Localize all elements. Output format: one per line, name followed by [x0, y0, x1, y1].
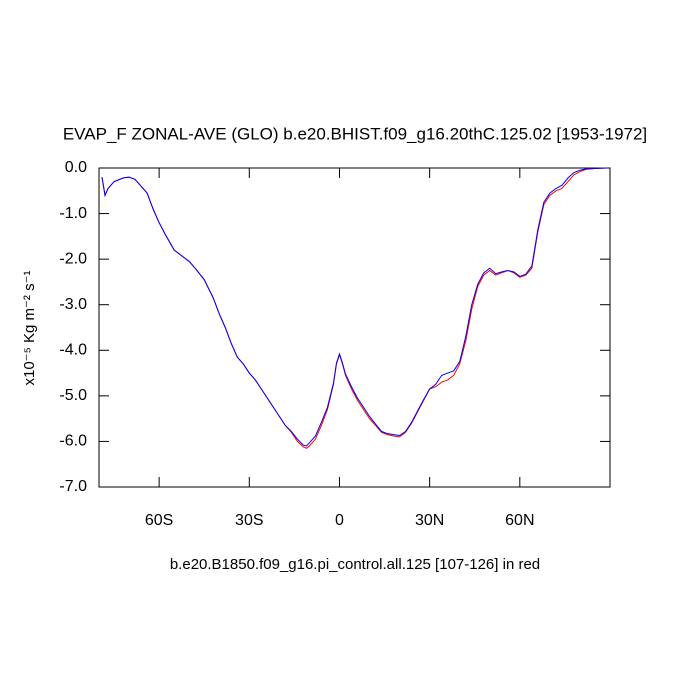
x-tick-label: 30S: [235, 512, 263, 529]
x-axis-label: b.e20.B1850.f09_g16.pi_control.all.125 […: [170, 556, 540, 573]
y-tick-label: -3.0: [59, 296, 87, 313]
x-tick-label: 60N: [505, 512, 534, 529]
series-line: [101, 167, 608, 449]
y-axis-label: x10⁻⁵ Kg m⁻² s⁻¹: [21, 271, 38, 386]
y-tick-label: -6.0: [59, 433, 87, 450]
y-tick-label: -4.0: [59, 342, 87, 359]
chart-title: EVAP_F ZONAL-AVE (GLO) b.e20.BHIST.f09_g…: [63, 124, 647, 143]
y-tick-label: -7.0: [59, 478, 87, 495]
y-tick-label: -5.0: [59, 387, 87, 404]
x-tick-label: 60S: [145, 512, 173, 529]
x-tick-label: 0: [335, 512, 344, 529]
plot-frame: [98, 167, 611, 488]
series-line: [101, 167, 608, 447]
x-tick-label: 30N: [415, 512, 444, 529]
y-tick-label: -1.0: [59, 205, 87, 222]
y-tick-label: -2.0: [59, 250, 87, 267]
y-tick-label: 0.0: [65, 159, 87, 176]
